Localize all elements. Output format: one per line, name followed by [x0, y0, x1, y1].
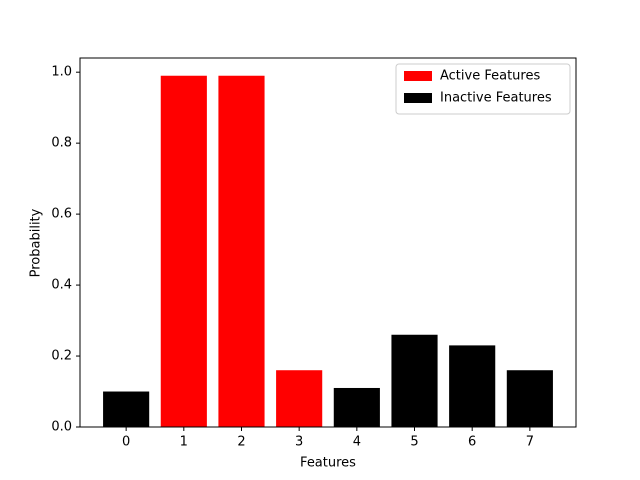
bar — [333, 387, 380, 427]
x-tick-label: 1 — [180, 435, 188, 450]
y-tick-label: 0.4 — [51, 278, 72, 293]
x-tick-label: 5 — [410, 435, 418, 450]
legend-swatch — [404, 71, 432, 81]
x-axis-label: Features — [300, 456, 356, 471]
bar — [276, 370, 323, 427]
y-tick-label: 1.0 — [51, 65, 72, 80]
bar — [449, 345, 496, 427]
legend-label: Inactive Features — [440, 91, 552, 106]
x-tick-label: 2 — [237, 435, 245, 450]
bar — [506, 370, 553, 427]
legend-box — [395, 63, 571, 115]
y-axis-label: Probability — [29, 208, 44, 277]
y-tick-label: 0.6 — [51, 207, 72, 222]
bar — [103, 391, 150, 427]
y-tick-label: 0.2 — [51, 349, 72, 364]
x-tick-label: 0 — [122, 435, 130, 450]
x-tick-label: 7 — [526, 435, 534, 450]
y-tick-label: 0.0 — [51, 420, 72, 435]
bar — [218, 75, 265, 427]
plot-frame — [79, 57, 577, 428]
legend-swatch — [404, 93, 432, 103]
bar — [391, 334, 438, 427]
x-tick-label: 6 — [468, 435, 476, 450]
bar — [160, 75, 207, 427]
legend-label: Active Features — [440, 69, 540, 84]
x-tick-label: 4 — [353, 435, 361, 450]
x-tick-label: 3 — [295, 435, 303, 450]
y-tick-label: 0.8 — [51, 136, 72, 151]
